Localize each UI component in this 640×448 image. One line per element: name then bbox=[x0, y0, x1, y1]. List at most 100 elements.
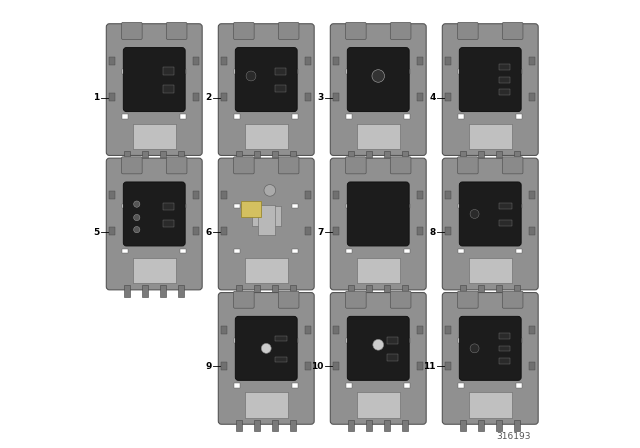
FancyBboxPatch shape bbox=[390, 157, 411, 174]
Bar bbox=[140, 206, 168, 226]
FancyBboxPatch shape bbox=[278, 22, 299, 39]
Bar bbox=[122, 69, 128, 74]
Bar bbox=[234, 338, 240, 343]
Bar bbox=[348, 151, 355, 162]
Bar bbox=[445, 362, 451, 370]
FancyBboxPatch shape bbox=[122, 22, 142, 39]
Bar bbox=[370, 205, 387, 235]
Text: 6: 6 bbox=[205, 228, 212, 237]
Bar bbox=[122, 249, 128, 253]
Bar bbox=[333, 227, 339, 235]
Bar bbox=[384, 285, 390, 297]
Bar bbox=[445, 93, 451, 101]
Bar bbox=[254, 151, 260, 162]
Bar bbox=[476, 206, 504, 226]
Bar bbox=[292, 114, 298, 119]
Bar bbox=[244, 258, 288, 283]
Text: 11: 11 bbox=[423, 362, 436, 371]
Bar bbox=[178, 151, 184, 162]
Bar bbox=[132, 258, 176, 283]
Bar bbox=[163, 68, 174, 75]
FancyBboxPatch shape bbox=[348, 182, 409, 246]
Bar bbox=[193, 191, 199, 199]
FancyBboxPatch shape bbox=[218, 158, 314, 290]
Bar bbox=[404, 204, 410, 208]
Bar bbox=[364, 72, 392, 92]
Bar bbox=[445, 191, 451, 199]
Bar bbox=[254, 420, 260, 431]
FancyBboxPatch shape bbox=[106, 24, 202, 155]
FancyBboxPatch shape bbox=[106, 158, 202, 290]
Text: 1: 1 bbox=[93, 93, 100, 102]
Bar bbox=[458, 114, 464, 119]
Bar bbox=[305, 362, 311, 370]
Bar bbox=[468, 124, 512, 149]
Bar bbox=[122, 114, 128, 119]
Bar bbox=[404, 69, 410, 74]
Bar bbox=[122, 204, 128, 208]
Bar bbox=[221, 326, 227, 334]
Bar bbox=[234, 383, 240, 388]
FancyBboxPatch shape bbox=[442, 293, 538, 424]
FancyBboxPatch shape bbox=[502, 291, 523, 308]
FancyBboxPatch shape bbox=[330, 24, 426, 155]
FancyBboxPatch shape bbox=[502, 157, 523, 174]
Bar bbox=[163, 86, 174, 93]
Text: 3: 3 bbox=[317, 93, 324, 102]
Bar bbox=[417, 93, 423, 101]
Bar bbox=[529, 227, 535, 235]
Bar bbox=[366, 285, 372, 297]
Bar bbox=[529, 362, 535, 370]
FancyBboxPatch shape bbox=[458, 291, 478, 308]
Bar bbox=[272, 285, 278, 297]
Bar bbox=[180, 69, 186, 74]
Bar bbox=[178, 285, 184, 297]
Text: 7: 7 bbox=[317, 228, 324, 237]
Circle shape bbox=[470, 344, 479, 353]
Bar bbox=[366, 420, 372, 431]
Bar bbox=[272, 151, 278, 162]
Bar bbox=[236, 151, 243, 162]
Bar bbox=[346, 114, 352, 119]
Bar bbox=[348, 285, 355, 297]
Bar bbox=[132, 124, 176, 149]
FancyBboxPatch shape bbox=[124, 47, 185, 112]
Bar bbox=[221, 191, 227, 199]
FancyBboxPatch shape bbox=[236, 47, 297, 112]
Text: 10: 10 bbox=[311, 362, 324, 371]
Bar bbox=[305, 93, 311, 101]
Bar bbox=[458, 204, 464, 208]
FancyBboxPatch shape bbox=[218, 293, 314, 424]
Bar bbox=[482, 71, 499, 101]
Bar bbox=[275, 336, 287, 341]
Bar bbox=[460, 151, 467, 162]
Bar bbox=[356, 392, 400, 418]
Bar bbox=[252, 72, 280, 92]
FancyBboxPatch shape bbox=[330, 158, 426, 290]
Bar bbox=[221, 362, 227, 370]
Bar bbox=[236, 285, 243, 297]
Bar bbox=[346, 249, 352, 253]
Bar bbox=[221, 57, 227, 65]
FancyBboxPatch shape bbox=[122, 157, 142, 174]
FancyBboxPatch shape bbox=[346, 157, 366, 174]
Bar bbox=[236, 420, 243, 431]
Text: 4: 4 bbox=[429, 93, 436, 102]
Bar bbox=[476, 340, 504, 361]
Circle shape bbox=[470, 210, 479, 219]
Bar bbox=[258, 340, 275, 370]
Bar bbox=[109, 227, 115, 235]
Bar bbox=[109, 191, 115, 199]
Bar bbox=[193, 227, 199, 235]
Bar bbox=[370, 340, 387, 370]
Bar bbox=[384, 151, 390, 162]
Bar bbox=[163, 203, 174, 210]
Bar bbox=[142, 151, 148, 162]
Bar bbox=[333, 326, 339, 334]
Bar bbox=[290, 285, 296, 297]
Bar bbox=[445, 227, 451, 235]
Bar bbox=[445, 326, 451, 334]
FancyBboxPatch shape bbox=[460, 47, 521, 112]
FancyBboxPatch shape bbox=[166, 157, 187, 174]
Bar bbox=[499, 77, 510, 83]
